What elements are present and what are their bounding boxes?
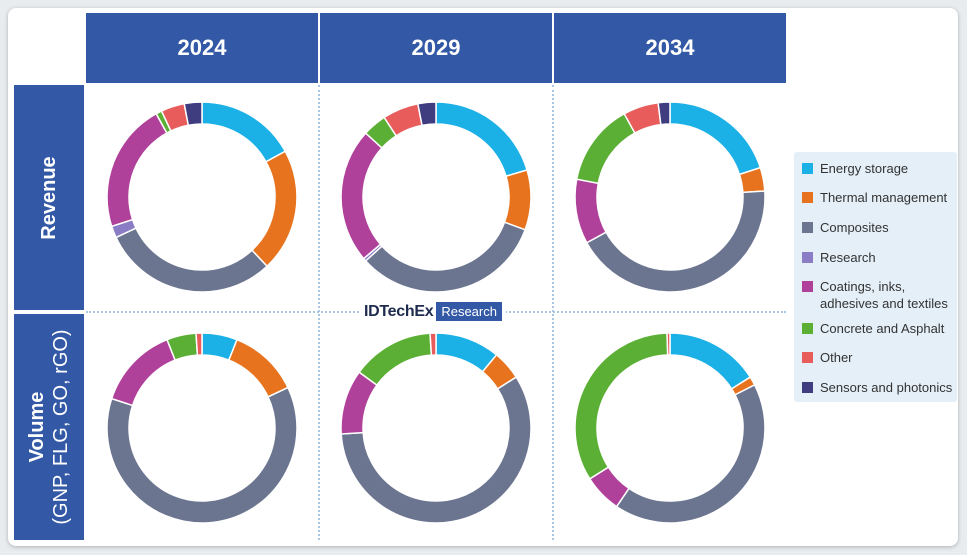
donut-slice-other	[429, 332, 437, 356]
donut-slice-thermal-management	[250, 150, 298, 268]
donut-slice-sensors-and-photonics	[657, 101, 671, 126]
legend-label: Concrete and Asphalt	[820, 321, 945, 336]
donut-slice-composites	[364, 221, 527, 293]
donut-slice-other	[666, 332, 671, 356]
donut-chart-revenue-2024	[106, 101, 298, 293]
idtechex-logo: IDTechEx Research	[360, 302, 506, 321]
legend-item-coatings: Coatings, inks, adhesives and textiles	[802, 278, 958, 312]
donut-slice-composites	[106, 386, 298, 524]
column-header-2034: 2034	[554, 13, 786, 83]
legend-item-research: Research	[802, 249, 876, 266]
legend-swatch	[802, 352, 813, 363]
logo-tag: Research	[436, 302, 502, 321]
legend-swatch	[802, 252, 813, 263]
legend-swatch	[802, 163, 813, 174]
donut-slice-composites	[340, 376, 532, 524]
donut-slice-composites	[615, 383, 766, 524]
legend-label: Thermal management	[820, 190, 948, 205]
legend-label: Energy storage	[820, 161, 909, 176]
donut-slice-sensors-and-photonics	[183, 101, 203, 127]
donut-slice-energy-storage	[201, 101, 287, 163]
donut-chart-volume-2024	[106, 332, 298, 524]
column-header-2024: 2024	[86, 13, 318, 83]
legend-swatch	[802, 323, 813, 334]
legend-label: Other	[820, 350, 853, 365]
donut-slice-coatings-inks-adhesives-and-textiles	[340, 132, 384, 260]
donut-slice-energy-storage	[669, 332, 752, 390]
legend-item-thermal-management: Thermal management	[802, 189, 947, 206]
donut-slice-concrete-and-asphalt	[358, 332, 433, 387]
donut-slice-thermal-management	[503, 169, 532, 231]
row-header-revenue: Revenue	[14, 85, 84, 310]
legend-item-energy-storage: Energy storage	[802, 160, 908, 177]
donut-slice-thermal-management	[227, 338, 289, 398]
row-label-revenue: Revenue	[38, 155, 60, 240]
legend-item-concrete-asphalt: Concrete and Asphalt	[802, 320, 944, 337]
legend-swatch	[802, 192, 813, 203]
row-label-volume-line1: Volume	[26, 391, 48, 463]
legend-label: Composites	[820, 220, 889, 235]
donut-chart-volume-2034	[574, 332, 766, 524]
legend-label: Sensors and photonics	[820, 380, 953, 395]
donut-slice-concrete-and-asphalt	[574, 332, 669, 480]
legend-label: Research	[820, 250, 876, 265]
donut-slice-sensors-and-photonics	[416, 101, 437, 127]
legend-swatch	[802, 281, 813, 292]
legend-swatch	[802, 382, 813, 393]
legend-item-sensors-photonics: Sensors and photonics	[802, 379, 952, 396]
donut-slice-composites	[115, 227, 269, 293]
legend-item-composites: Composites	[802, 219, 889, 236]
column-header-2029: 2029	[320, 13, 552, 83]
row-label-volume: Volume (GNP, FLG, GO, rGO)	[25, 329, 73, 524]
donut-slice-other	[195, 332, 203, 356]
logo-brand: IDTechEx	[364, 302, 434, 320]
row-label-volume-line2: (GNP, FLG, GO, rGO)	[50, 329, 72, 525]
row-header-volume: Volume (GNP, FLG, GO, rGO)	[14, 314, 84, 540]
legend-item-other: Other	[802, 349, 853, 366]
donut-chart-volume-2029	[340, 332, 532, 524]
legend: Energy storage Thermal management Compos…	[794, 152, 957, 402]
legend-label: Coatings, inks, adhesives and textiles	[820, 279, 948, 311]
donut-chart-revenue-2034	[574, 101, 766, 293]
donut-chart-revenue-2029	[340, 101, 532, 293]
donut-slice-coatings-inks-adhesives-and-textiles	[574, 178, 608, 244]
donut-slice-coatings-inks-adhesives-and-textiles	[110, 338, 177, 407]
donut-slice-composites	[585, 190, 766, 293]
donut-slice-energy-storage	[669, 101, 762, 176]
legend-swatch	[802, 222, 813, 233]
donut-slice-coatings-inks-adhesives-and-textiles	[106, 112, 168, 228]
donut-slice-concrete-and-asphalt	[575, 112, 636, 185]
donut-slice-energy-storage	[435, 101, 529, 178]
